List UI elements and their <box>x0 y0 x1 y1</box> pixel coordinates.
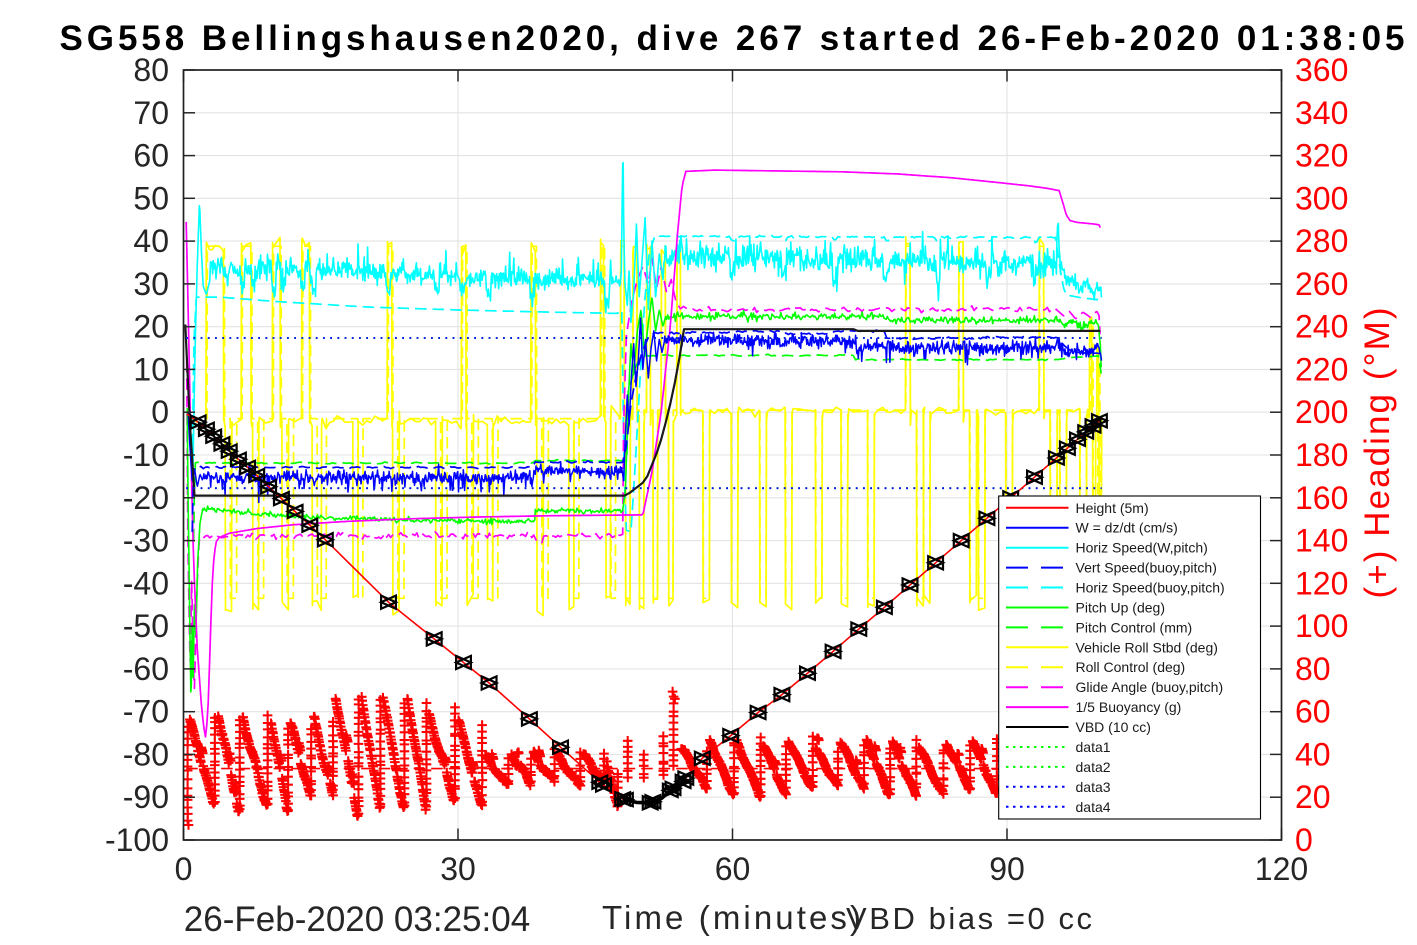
svg-text:data3: data3 <box>1076 779 1111 795</box>
svg-text:40: 40 <box>1295 736 1331 772</box>
svg-text:320: 320 <box>1295 138 1348 174</box>
svg-text:Roll Control (deg): Roll Control (deg) <box>1076 659 1186 675</box>
svg-text:100: 100 <box>1295 608 1348 644</box>
svg-text:340: 340 <box>1295 95 1348 131</box>
svg-text:0: 0 <box>151 394 169 430</box>
svg-text:120: 120 <box>1295 565 1348 601</box>
svg-text:90: 90 <box>989 851 1025 887</box>
svg-text:(+) Heading (°M): (+) Heading (°M) <box>1358 308 1397 599</box>
svg-text:data4: data4 <box>1076 799 1111 815</box>
svg-text:180: 180 <box>1295 437 1348 473</box>
svg-text:-40: -40 <box>123 565 169 601</box>
svg-text:data2: data2 <box>1076 759 1111 775</box>
svg-text:Vert Speed(buoy,pitch): Vert Speed(buoy,pitch) <box>1076 560 1217 576</box>
svg-text:10: 10 <box>133 351 169 387</box>
svg-text:40: 40 <box>133 223 169 259</box>
svg-text:0: 0 <box>1295 822 1313 858</box>
svg-text:-30: -30 <box>123 523 169 559</box>
svg-text:Time (minutes): Time (minutes) <box>602 899 861 936</box>
svg-text:80: 80 <box>1295 651 1331 687</box>
svg-text:30: 30 <box>133 266 169 302</box>
svg-text:120: 120 <box>1255 851 1308 887</box>
svg-text:VBD bias =0 cc: VBD bias =0 cc <box>846 901 1092 936</box>
svg-text:-70: -70 <box>123 694 169 730</box>
svg-text:Horiz Speed(buoy,pitch): Horiz Speed(buoy,pitch) <box>1076 580 1225 596</box>
svg-text:Pitch Control (mm): Pitch Control (mm) <box>1076 619 1193 635</box>
svg-text:160: 160 <box>1295 480 1348 516</box>
svg-text:1/5 Buoyancy (g): 1/5 Buoyancy (g) <box>1076 699 1182 715</box>
svg-text:0: 0 <box>175 851 193 887</box>
svg-text:-90: -90 <box>123 779 169 815</box>
svg-text:-50: -50 <box>123 608 169 644</box>
svg-text:60: 60 <box>715 851 751 887</box>
svg-text:280: 280 <box>1295 223 1348 259</box>
svg-text:360: 360 <box>1295 52 1348 88</box>
svg-text:-80: -80 <box>123 736 169 772</box>
svg-text:60: 60 <box>1295 694 1331 730</box>
svg-text:240: 240 <box>1295 309 1348 345</box>
svg-text:70: 70 <box>133 95 169 131</box>
svg-text:VBD (10 cc): VBD (10 cc) <box>1076 719 1151 735</box>
svg-text:Glide Angle (buoy,pitch): Glide Angle (buoy,pitch) <box>1076 679 1224 695</box>
svg-text:Pitch Up (deg): Pitch Up (deg) <box>1076 600 1165 616</box>
svg-text:Horiz Speed(W,pitch): Horiz Speed(W,pitch) <box>1076 540 1208 556</box>
svg-text:300: 300 <box>1295 180 1348 216</box>
svg-text:Vehicle Roll Stbd (deg): Vehicle Roll Stbd (deg) <box>1076 639 1218 655</box>
svg-text:200: 200 <box>1295 394 1348 430</box>
svg-text:30: 30 <box>440 851 476 887</box>
svg-text:220: 220 <box>1295 351 1348 387</box>
svg-text:-10: -10 <box>123 437 169 473</box>
svg-text:26-Feb-2020 03:25:04: 26-Feb-2020 03:25:04 <box>184 900 530 939</box>
svg-text:-60: -60 <box>123 651 169 687</box>
svg-text:60: 60 <box>133 138 169 174</box>
svg-text:-20: -20 <box>123 480 169 516</box>
svg-text:-100: -100 <box>105 822 169 858</box>
svg-text:80: 80 <box>133 52 169 88</box>
svg-text:Height (5m): Height (5m) <box>1076 500 1149 516</box>
svg-text:140: 140 <box>1295 523 1348 559</box>
svg-text:W = dz/dt (cm/s): W = dz/dt (cm/s) <box>1076 520 1178 536</box>
svg-text:20: 20 <box>133 309 169 345</box>
svg-text:20: 20 <box>1295 779 1331 815</box>
svg-text:data1: data1 <box>1076 739 1111 755</box>
svg-text:50: 50 <box>133 180 169 216</box>
svg-text:260: 260 <box>1295 266 1348 302</box>
